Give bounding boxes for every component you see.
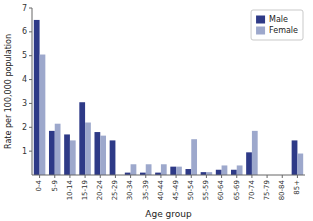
legend-box <box>251 10 303 40</box>
x-tick <box>282 175 283 178</box>
x-tick-label: 70-74 <box>248 179 256 200</box>
x-tick-label: 10-14 <box>66 179 74 200</box>
x-tick-label: 50-54 <box>187 179 195 200</box>
bar <box>70 140 76 175</box>
bar <box>161 164 167 175</box>
bar <box>85 123 91 175</box>
x-tick <box>115 175 116 178</box>
chart: 1 2 3 4 5 6 7 0-4 5-9 10-14 15-19 20-24 25-29 30-34 35… <box>0 0 313 221</box>
legend: Male Female <box>251 10 303 40</box>
x-tick-label: 45-49 <box>172 180 180 200</box>
x-tick-label: 15-19 <box>81 180 89 200</box>
bar <box>222 165 228 175</box>
x-tick <box>85 175 86 178</box>
x-tick-label: 20-24 <box>96 179 104 200</box>
bar <box>40 55 46 175</box>
legend-label: Male <box>269 15 288 24</box>
y-tick-label: 3 <box>22 99 27 108</box>
bar <box>216 170 222 175</box>
x-tick-label: 85+ <box>293 180 301 195</box>
y-tick-label: 4 <box>22 75 27 84</box>
x-tick <box>69 175 70 178</box>
x-axis-label: Age group <box>145 209 192 219</box>
bar <box>191 139 197 175</box>
x-tick-label: 75-79 <box>263 180 271 200</box>
bar <box>292 140 298 175</box>
x-tick <box>39 175 40 178</box>
y-tick-label: 6 <box>22 27 27 36</box>
x-tick-label: 30-34 <box>126 179 134 200</box>
page: {"chart_data": {"type": "bar", "x_label"… <box>0 0 313 221</box>
bar <box>252 131 258 175</box>
bars <box>34 20 303 175</box>
x-tick <box>267 175 268 178</box>
bar <box>170 167 176 175</box>
x-tick <box>176 175 177 178</box>
bar <box>94 132 100 175</box>
chart-container: 1 2 3 4 5 6 7 0-4 5-9 10-14 15-19 20-24 25-29 30-34 35… <box>0 0 313 221</box>
x-tick <box>206 175 207 178</box>
bar <box>79 102 85 175</box>
bar <box>55 124 61 175</box>
legend-swatch <box>256 27 265 35</box>
bar <box>185 169 191 175</box>
bar <box>34 20 40 175</box>
x-axis: 0-4 5-9 10-14 15-19 20-24 25-29 30-34 35-39 40-4… <box>35 175 301 200</box>
x-tick <box>191 175 192 178</box>
x-tick-label: 5-9 <box>51 180 59 191</box>
legend-swatch <box>256 16 265 24</box>
x-tick <box>145 175 146 178</box>
y-tick-label: 7 <box>22 4 27 13</box>
x-tick-label: 55-59 <box>202 180 210 200</box>
bar <box>131 164 137 175</box>
bar <box>49 131 55 175</box>
bar <box>176 167 182 175</box>
x-tick <box>100 175 101 178</box>
y-axis: 1 2 3 4 5 6 7 <box>22 4 32 156</box>
x-tick <box>251 175 252 178</box>
x-axis-line <box>32 175 305 176</box>
x-tick <box>130 175 131 178</box>
x-tick-label: 35-39 <box>142 180 150 200</box>
bar <box>100 136 106 175</box>
bar <box>237 165 243 175</box>
y-axis-line <box>32 8 33 175</box>
bar <box>231 170 237 175</box>
x-tick <box>297 175 298 178</box>
x-tick <box>160 175 161 178</box>
bar <box>110 140 116 175</box>
y-axis-label: Rate per 100,000 population <box>4 34 13 149</box>
x-tick-label: 25-29 <box>111 180 119 200</box>
bar <box>246 152 252 175</box>
x-tick-label: 40-44 <box>157 179 165 200</box>
x-tick <box>54 175 55 178</box>
bar <box>297 154 303 175</box>
legend-label: Female <box>269 26 298 35</box>
x-tick-label: 0-4 <box>35 179 43 191</box>
y-tick-label: 2 <box>22 123 27 132</box>
x-tick <box>236 175 237 178</box>
x-tick-label: 60-64 <box>217 179 225 200</box>
y-tick-label: 1 <box>22 147 27 156</box>
x-tick <box>221 175 222 178</box>
x-tick-label: 80-84 <box>278 179 286 200</box>
x-tick-label: 65-69 <box>233 180 241 200</box>
bar <box>64 134 70 175</box>
y-tick-label: 5 <box>22 51 27 60</box>
bar <box>146 164 152 175</box>
